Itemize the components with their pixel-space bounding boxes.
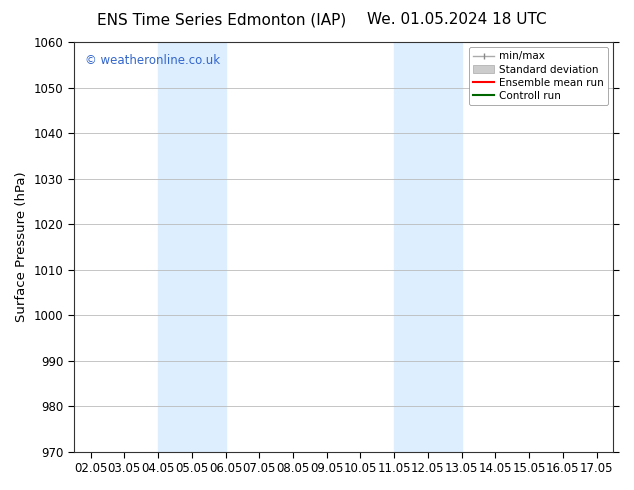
Legend: min/max, Standard deviation, Ensemble mean run, Controll run: min/max, Standard deviation, Ensemble me… — [469, 47, 608, 105]
Bar — [394, 42, 462, 452]
Y-axis label: Surface Pressure (hPa): Surface Pressure (hPa) — [15, 172, 28, 322]
Bar — [158, 42, 226, 452]
Text: ENS Time Series Edmonton (IAP): ENS Time Series Edmonton (IAP) — [97, 12, 347, 27]
Text: © weatheronline.co.uk: © weatheronline.co.uk — [84, 54, 219, 67]
Text: We. 01.05.2024 18 UTC: We. 01.05.2024 18 UTC — [366, 12, 547, 27]
